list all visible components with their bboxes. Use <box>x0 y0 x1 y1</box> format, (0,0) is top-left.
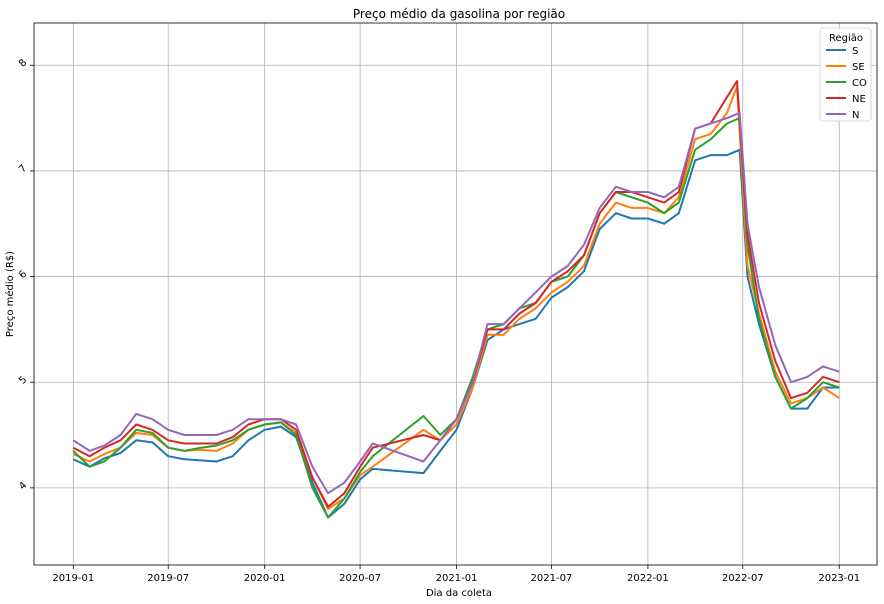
chart-title: Preço médio da gasolina por região <box>353 7 565 21</box>
x-tick-label: 2021-07 <box>531 573 573 584</box>
legend-label-se: SE <box>852 62 865 73</box>
x-tick-label: 2021-01 <box>436 573 478 584</box>
x-axis-label: Dia da coleta <box>426 588 492 599</box>
series-lines <box>72 80 840 519</box>
series-line-n <box>72 111 840 495</box>
x-tick-label: 2019-01 <box>52 573 94 584</box>
x-tick-label: 2020-07 <box>339 573 381 584</box>
legend-label-s: S <box>852 46 858 57</box>
legend-label-co: CO <box>852 78 867 89</box>
x-tick-label: 2020-01 <box>244 573 286 584</box>
grid <box>34 23 877 565</box>
x-axis-ticks: 2019-01 2019-07 2020-01 2020-07 2021-01 2021-… <box>52 565 860 584</box>
plot-frame <box>33 22 878 566</box>
legend: Região S SE CO NE N <box>819 27 872 122</box>
series-line-se <box>72 85 840 510</box>
x-tick-label: 2019-07 <box>147 573 189 584</box>
x-tick-label: 2022-07 <box>722 573 764 584</box>
legend-title: Região <box>829 33 863 44</box>
legend-label-ne: NE <box>852 94 866 105</box>
y-axis-label: Preço médio (R$) <box>4 251 16 337</box>
legend-label-n: N <box>852 110 859 121</box>
x-tick-label: 2023-01 <box>818 573 860 584</box>
x-tick-label: 2022-01 <box>627 573 669 584</box>
